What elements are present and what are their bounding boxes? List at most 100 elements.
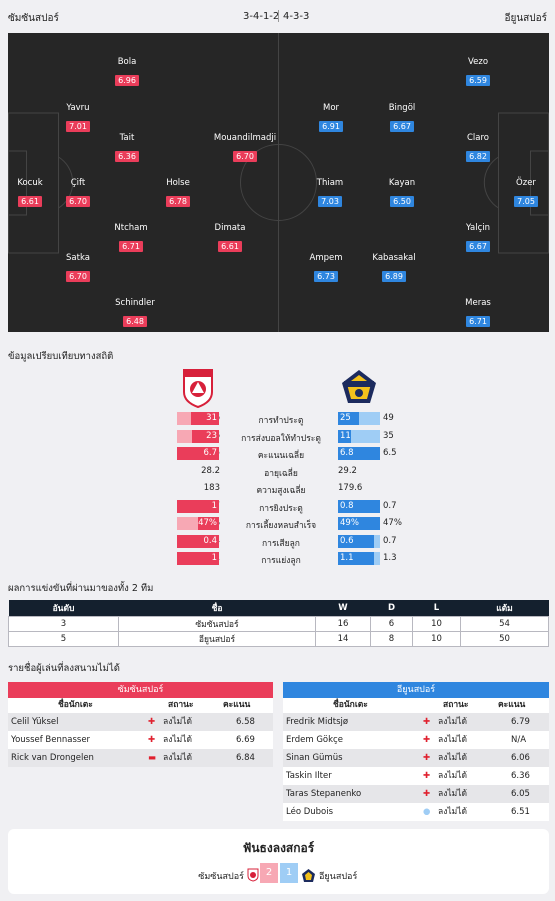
home-player[interactable]: Dimata 6.61 [190, 223, 270, 253]
absent-header: ชื่อนักเตะ สถานะ คะแนน [283, 698, 549, 713]
home-player[interactable]: Schindler 6.48 [95, 298, 175, 328]
player-name: Kayan [388, 178, 416, 188]
home-bar: 6.7 [177, 447, 219, 460]
prediction-home-name: ซัมซันสปอร์ [198, 872, 244, 882]
away-total: 0.7 [383, 501, 397, 511]
player-rating: 6.73 [314, 271, 338, 282]
home-mini-logo [247, 867, 259, 886]
absent-player-name: Sinan Gümüs [286, 753, 343, 763]
absent-player-name: Léo Dubois [286, 807, 334, 817]
player-rating: 6.70 [66, 196, 90, 207]
away-bar: 1.1 [338, 552, 380, 565]
stat-label: การทำประตู [258, 416, 304, 426]
absent-rating: 6.58 [236, 717, 255, 727]
away-value: 0.6 [338, 535, 375, 548]
absent-status: ลงไม่ได้ [438, 753, 468, 763]
col-points: แต้ม [460, 600, 549, 616]
away-player[interactable]: Kabasakal 6.89 [354, 253, 434, 283]
away-total: 49 [383, 413, 394, 423]
player-rating: 6.59 [466, 75, 490, 86]
away-player[interactable]: Mor 6.91 [291, 103, 371, 133]
injury-cross-icon: ✚ [423, 789, 431, 799]
absent-row: Léo Dubois ● ลงไม่ได้ 6.51 [283, 803, 549, 821]
home-player[interactable]: Yavru 7.01 [38, 103, 118, 133]
absent-status: ลงไม่ได้ [438, 735, 468, 745]
home-player[interactable]: Satka 6.70 [38, 253, 118, 283]
away-value: 6.8 [338, 447, 380, 460]
away-player[interactable]: Meras 6.71 [438, 298, 518, 328]
home-player[interactable]: Ntcham 6.71 [91, 223, 171, 253]
player-name: Satka [66, 253, 90, 263]
away-player[interactable]: Vezo 6.59 [438, 57, 518, 87]
home-value: 31 [190, 412, 219, 425]
cell: 54 [460, 615, 549, 632]
player-name: Mouandilmadji [213, 133, 277, 143]
stat-row: 362311การส่งบอลให้ทำประตู35 [150, 430, 408, 444]
col-rating: คะแนน [498, 700, 526, 710]
absent-player-name: Taras Stepanenko [286, 789, 362, 799]
player-name: Thiam [316, 178, 344, 188]
away-total: 47% [383, 518, 402, 528]
away-bar: 49% [338, 517, 380, 530]
home-player[interactable]: Tait 6.36 [87, 133, 167, 163]
player-rating: 6.36 [115, 151, 139, 162]
away-total: 35 [383, 431, 394, 441]
cell: 16 [315, 615, 371, 632]
home-value: 23 [192, 430, 219, 443]
player-rating: 6.48 [123, 316, 147, 327]
player-rating: 6.67 [390, 121, 414, 132]
away-player[interactable]: Özer 7.05 [486, 178, 549, 208]
home-player[interactable]: Çift 6.70 [38, 178, 118, 208]
home-player[interactable]: Mouandilmadji 6.70 [205, 133, 285, 163]
absent-header: ชื่อนักเตะ สถานะ คะแนน [8, 698, 273, 713]
player-name: Çift [70, 178, 86, 188]
player-rating: 6.67 [466, 241, 490, 252]
away-bar: 11 [338, 430, 380, 443]
col-player: ชื่อนักเตะ [58, 700, 93, 710]
home-value: 183 [203, 483, 220, 493]
absent-player-name: Rick van Drongelen [11, 753, 94, 763]
player-name: Tait [119, 133, 135, 143]
table-row: 3 ซัมซันสปอร์ 16 6 10 54 [8, 615, 549, 632]
player-rating: 6.70 [233, 151, 257, 162]
absent-title: รายชื่อผู้เล่นที่ลงสนามไม่ได้ [8, 663, 120, 674]
home-player[interactable]: Bola 6.96 [87, 57, 167, 87]
home-value: 6.7 [177, 447, 219, 460]
absent-rating: 6.36 [511, 771, 530, 781]
absent-player-name: Celil Yüksel [11, 717, 59, 727]
cell: ซัมซันสปอร์ [118, 615, 316, 632]
col-name: ชื่อ [118, 600, 316, 616]
home-player[interactable]: Holse 6.78 [138, 178, 218, 208]
player-name: Ampem [309, 253, 343, 263]
away-player[interactable]: Yalçin 6.67 [438, 223, 518, 253]
cell: 3 [8, 615, 119, 632]
absent-status: ลงไม่ได้ [438, 717, 468, 727]
away-value: 179.6 [338, 483, 363, 493]
home-bar: 23 [177, 430, 219, 443]
away-player[interactable]: Ampem 6.73 [286, 253, 366, 283]
away-player[interactable]: Kayan 6.50 [362, 178, 442, 208]
stat-label: การเสียลูก [262, 539, 300, 549]
stat-label: การเลี้ยงหลบสำเร็จ [245, 521, 317, 531]
away-bar: 6.8 [338, 447, 380, 460]
cell: 5 [8, 630, 119, 647]
away-bar: 0.6 [338, 535, 380, 548]
absent-row: Youssef Bennasser ✚ ลงไม่ได้ 6.69 [8, 731, 273, 749]
home-team-name: ซัมซันสปอร์ [8, 13, 59, 24]
player-name: Özer [516, 178, 536, 188]
cell: 14 [315, 630, 371, 647]
player-name: Ntcham [114, 223, 148, 233]
away-player[interactable]: Bingöl 6.67 [362, 103, 442, 133]
home-bar: 1 [177, 552, 219, 565]
absent-rating: 6.84 [236, 753, 255, 763]
player-name: Yalçin [465, 223, 490, 233]
injury-cross-icon: ✚ [423, 753, 431, 763]
home-value: 0.4 [177, 535, 219, 548]
away-player[interactable]: Claro 6.82 [438, 133, 518, 163]
away-player[interactable]: Thiam 7.03 [290, 178, 370, 208]
absent-status: ลงไม่ได้ [438, 789, 468, 799]
home-player[interactable]: Kocuk 6.61 [8, 178, 70, 208]
stat-label: การยิงประตู [259, 504, 303, 514]
absent-rating: 6.06 [511, 753, 530, 763]
